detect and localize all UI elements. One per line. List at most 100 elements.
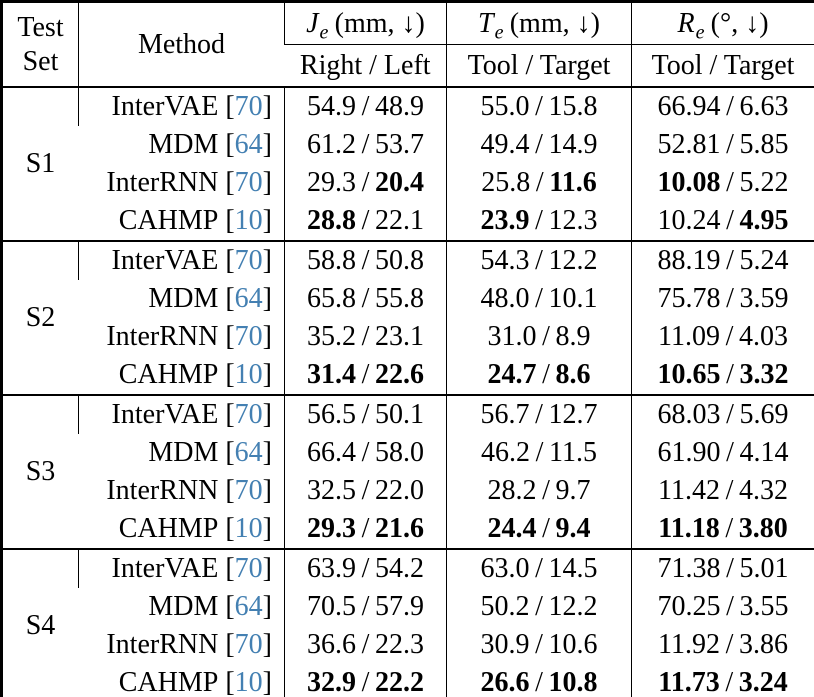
slash-separator: / xyxy=(361,629,370,661)
citation[interactable]: [64] xyxy=(225,591,272,622)
citation[interactable]: [70] xyxy=(225,629,272,660)
citation-number[interactable]: 70 xyxy=(234,245,263,277)
citation[interactable]: [70] xyxy=(225,475,272,506)
group-s2: S2 InterVAE [70] 58.8/50.8 54.3/12.2 88.1… xyxy=(1,240,814,395)
bracket-close: ] xyxy=(262,553,272,585)
slash-separator: / xyxy=(726,399,734,431)
re-target: 5.01 xyxy=(739,553,789,585)
citation-number[interactable]: 10 xyxy=(234,513,263,545)
citation-number[interactable]: 70 xyxy=(234,321,263,353)
method-name: InterRNN xyxy=(106,321,219,353)
je-cell: 61.2/53.7 xyxy=(284,126,447,164)
method-cell: MDM [64] xyxy=(79,588,285,626)
re-target: 4.14 xyxy=(739,437,789,469)
je-cell: 36.6/22.3 xyxy=(284,626,447,664)
slash-separator: / xyxy=(726,205,734,237)
te-cell: 56.7/12.7 xyxy=(446,394,632,434)
te-target: 12.2 xyxy=(548,591,598,623)
te-target: 14.9 xyxy=(548,129,598,161)
citation[interactable]: [64] xyxy=(225,283,272,314)
metric-unit: (°, ↓) xyxy=(710,7,769,39)
table-row: InterRNN [70] 29.3/20.4 25.8/11.6 10.08/5… xyxy=(2,164,814,202)
metric-unit: (mm, ↓) xyxy=(334,7,425,39)
je-right: 29.3 xyxy=(307,513,357,545)
method-cell: CAHMP [10] xyxy=(79,510,285,549)
bracket-close: ] xyxy=(262,629,272,661)
je-cell: 56.5/50.1 xyxy=(284,394,447,434)
citation-number[interactable]: 64 xyxy=(234,591,263,623)
re-target: 3.32 xyxy=(739,359,789,391)
slash-separator: / xyxy=(725,629,734,661)
citation[interactable]: [70] xyxy=(225,553,272,584)
slash-separator: / xyxy=(535,399,543,431)
citation-number[interactable]: 70 xyxy=(234,475,263,507)
citation[interactable]: [10] xyxy=(225,205,272,236)
te-tool: 50.2 xyxy=(480,591,530,623)
citation-number[interactable]: 10 xyxy=(234,667,263,697)
bracket-close: ] xyxy=(262,205,272,237)
citation[interactable]: [70] xyxy=(225,321,272,352)
citation-number[interactable]: 64 xyxy=(234,283,263,315)
bracket-close: ] xyxy=(262,129,272,161)
citation-number[interactable]: 70 xyxy=(234,399,263,431)
citation-number[interactable]: 64 xyxy=(234,437,263,469)
bracket-close: ] xyxy=(262,167,272,199)
bracket-open: [ xyxy=(225,513,235,545)
je-right: 66.4 xyxy=(307,437,357,469)
citation[interactable]: [70] xyxy=(225,91,272,122)
je-right: 32.5 xyxy=(307,475,357,507)
te-cell: 55.0/15.8 xyxy=(446,86,632,126)
citation[interactable]: [70] xyxy=(225,245,272,276)
citation[interactable]: [10] xyxy=(225,513,272,544)
method-name: CAHMP xyxy=(118,513,219,545)
citation[interactable]: [70] xyxy=(225,167,272,198)
slash-separator: / xyxy=(726,283,734,315)
te-target: 10.6 xyxy=(548,629,598,661)
slash-separator: / xyxy=(361,321,370,353)
slash-separator: / xyxy=(535,667,543,697)
method-cell: InterRNN [70] xyxy=(79,164,285,202)
slash-separator: / xyxy=(535,245,543,277)
method-name: InterVAE xyxy=(111,399,219,431)
citation[interactable]: [64] xyxy=(225,437,272,468)
je-right: 61.2 xyxy=(307,129,357,161)
citation-number[interactable]: 70 xyxy=(234,553,263,585)
citation-number[interactable]: 70 xyxy=(234,629,263,661)
method-cell: CAHMP [10] xyxy=(79,356,285,395)
citation[interactable]: [10] xyxy=(225,667,272,697)
method-cell: MDM [64] xyxy=(79,280,285,318)
citation-number[interactable]: 70 xyxy=(234,167,263,199)
bracket-open: [ xyxy=(225,283,235,315)
citation[interactable]: [70] xyxy=(225,399,272,430)
slash-separator: / xyxy=(725,321,734,353)
slash-separator: / xyxy=(725,475,734,507)
method-name: InterRNN xyxy=(106,475,219,507)
bracket-open: [ xyxy=(225,591,235,623)
slash-separator: / xyxy=(726,245,734,277)
citation-number[interactable]: 10 xyxy=(234,205,263,237)
citation[interactable]: [10] xyxy=(225,359,272,390)
je-cell: 29.3/20.4 xyxy=(284,164,447,202)
testset-cell: S4 xyxy=(1,548,79,697)
citation-number[interactable]: 70 xyxy=(234,91,263,123)
testset-cell: S1 xyxy=(1,86,79,241)
citation-number[interactable]: 10 xyxy=(234,359,263,391)
te-tool: 63.0 xyxy=(480,553,530,585)
method-cell: MDM [64] xyxy=(79,126,285,164)
je-left: 21.6 xyxy=(374,513,424,545)
citation-number[interactable]: 64 xyxy=(234,129,263,161)
table-row: CAHMP [10] 31.4/22.6 24.7/8.6 10.65/3.32 xyxy=(2,356,814,395)
slash-separator: / xyxy=(361,667,370,697)
te-tool: 55.0 xyxy=(480,91,530,123)
slash-separator: / xyxy=(542,475,550,507)
slash-separator: / xyxy=(542,513,550,545)
te-target: 8.6 xyxy=(555,359,591,391)
re-target: 4.95 xyxy=(739,205,789,237)
slash-separator: / xyxy=(361,359,370,391)
te-cell: 49.4/14.9 xyxy=(446,126,632,164)
table-row: S1 InterVAE [70] 54.9/48.9 55.0/15.8 66.9… xyxy=(1,86,814,241)
citation[interactable]: [64] xyxy=(225,129,272,160)
bracket-open: [ xyxy=(225,167,235,199)
te-tool: 23.9 xyxy=(480,205,530,237)
